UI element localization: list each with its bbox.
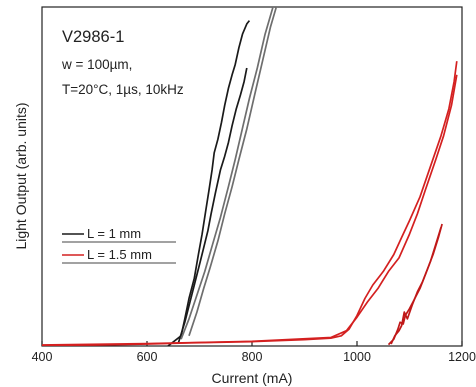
series-0-curve-0 [167,20,251,346]
series-1-curve-1 [188,7,278,337]
x-tick-label-400: 400 [32,350,53,364]
x-tick-label-1200: 1200 [448,350,476,364]
series-2-curve-0 [42,61,458,346]
x-tick-labels: 400 600 800 1000 1200 [32,350,476,364]
legend-label-1-5mm: L = 1.5 mm [87,247,152,262]
series-3-curve-1 [390,223,443,345]
y-axis-label: Light Output (arb. units) [13,102,29,249]
annotation-width: w = 100µm, [61,57,132,72]
annotation-sample-id: V2986-1 [62,28,124,46]
series-2-curve-1 [42,74,458,346]
x-tick-label-600: 600 [137,350,158,364]
series-3-curve-0 [387,227,442,346]
annotation-conditions: T=20°C, 1µs, 10kHz [62,82,184,97]
x-tick-label-1000: 1000 [343,350,371,364]
x-tick-label-800: 800 [242,350,263,364]
series-1-curve-0 [180,7,274,340]
series-0-curve-1 [177,67,248,343]
legend-label-1mm: L = 1 mm [87,226,141,241]
x-axis-label: Current (mA) [212,370,293,386]
legend: L = 1 mm L = 1.5 mm [62,226,176,264]
data-curves [42,7,458,346]
